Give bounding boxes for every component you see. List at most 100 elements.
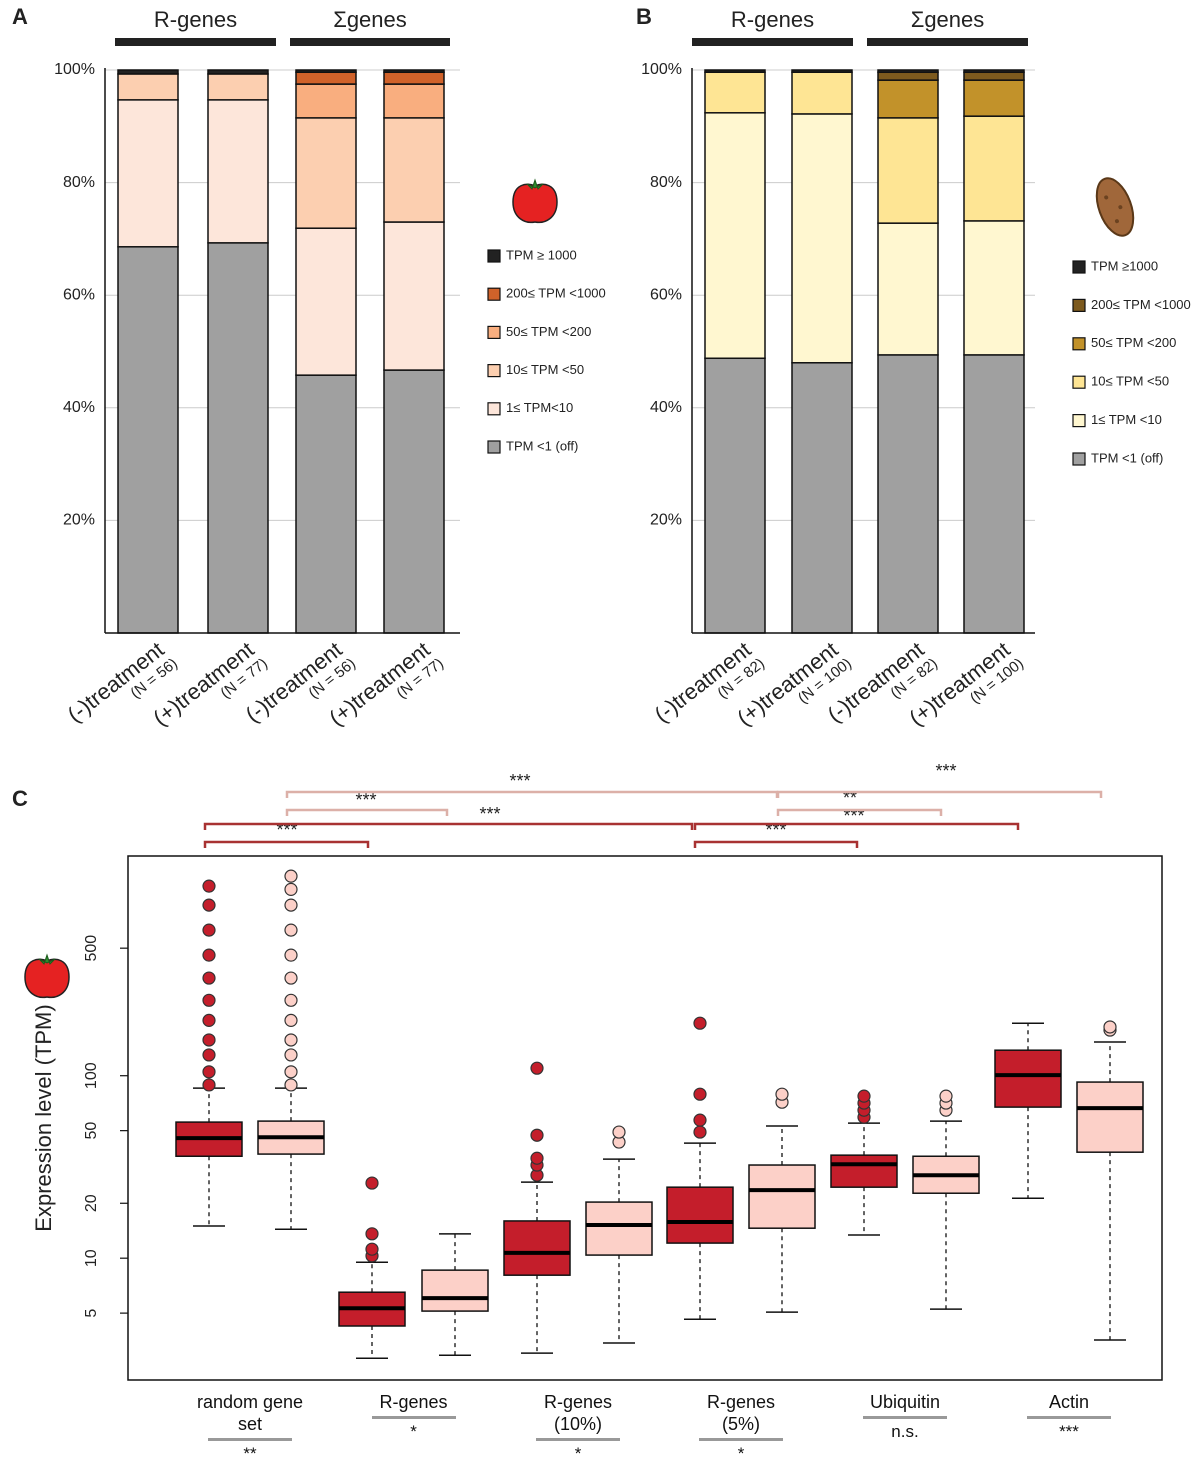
significance-underline [536,1438,620,1441]
bar-segment [963,71,1025,81]
legend-label: 200≤ TPM <1000 [506,286,606,301]
outlier [284,898,298,912]
significance-bracket [776,790,1103,798]
y-tick-label: 50 [83,1122,100,1140]
legend-swatch [1072,375,1086,389]
x-tick-label: R-genes [379,1392,448,1412]
y-tick-label: 10 [83,1249,100,1267]
legend-label: TPM <1 (off) [506,438,578,453]
outlier [284,1048,298,1062]
outlier [365,1176,379,1190]
bar-segment [295,117,357,229]
legend-label: 10≤ TPM <50 [1091,374,1169,389]
legend-label: 10≤ TPM <50 [506,362,584,377]
y-axis-label: Expression level (TPM) [31,1004,56,1231]
bar-segment [791,362,853,634]
legend-label: 1≤ TPM<10 [506,400,573,415]
bar-segment [295,374,357,634]
bar-segment [295,69,357,74]
significance-underline [699,1438,783,1441]
legend-swatch [487,364,501,378]
box [994,1049,1062,1108]
legend-label: TPM ≥1000 [1091,258,1158,273]
legend-label: 50≤ TPM <200 [506,324,591,339]
outlier [857,1089,871,1103]
significance-label: *** [935,761,956,781]
bar-segment [117,69,179,75]
outlier [202,1013,216,1027]
y-tick-label: 500 [83,935,100,962]
group-bar [692,38,853,46]
outlier [202,971,216,985]
y-tick-label: 80% [63,174,95,191]
y-tick-label: 100% [641,61,682,78]
legend-swatch [1072,452,1086,466]
bar-segment [791,71,853,115]
bar-segment [383,69,445,74]
outlier [284,1013,298,1027]
outlier [612,1125,626,1139]
bar-segment [383,369,445,634]
legend-swatch [1072,414,1086,428]
bar-segment [383,117,445,223]
bar-segment [877,69,939,74]
legend-label: TPM <1 (off) [1091,450,1163,465]
bar-segment [207,99,269,244]
bar-segment [704,112,766,360]
bar-segment [295,83,357,119]
outlier [284,882,298,896]
group-bar [290,38,450,46]
significance-bracket [776,808,943,816]
outlier [693,1016,707,1030]
legend-swatch [487,440,501,454]
tomato-icon [512,178,558,224]
bar-segment [704,69,766,74]
legend-label: 50≤ TPM <200 [1091,335,1176,350]
x-tick-label: R-genes (5%) [706,1392,776,1434]
category-significance: ** [243,1444,257,1462]
outlier [284,869,298,883]
outlier [530,1128,544,1142]
outlier [202,1048,216,1062]
y-tick-label: 40% [650,399,682,416]
bar-segment [877,222,939,356]
group-label: R-genes [154,7,237,32]
outlier [202,1033,216,1047]
legend-swatch [487,287,501,301]
outlier [939,1089,953,1103]
bar-segment [963,79,1025,117]
significance-label: *** [509,771,530,791]
significance-underline [1027,1416,1111,1419]
significance-label: *** [479,804,500,824]
outlier [693,1087,707,1101]
bar-segment [791,113,853,364]
outlier [284,993,298,1007]
bar-segment [117,73,179,101]
box [830,1154,898,1188]
significance-label: *** [355,790,376,810]
legend-swatch [1072,298,1086,312]
outlier [202,948,216,962]
bar-segment [117,246,179,634]
x-tick-label: Ubiquitin [869,1392,941,1412]
bar-segment [963,115,1025,222]
outlier [365,1227,379,1241]
bar-segment [207,242,269,634]
significance-underline [208,1438,292,1441]
outlier [693,1113,707,1127]
box [748,1164,816,1229]
outlier [202,993,216,1007]
bar-segment [877,354,939,634]
category-significance: *** [1059,1422,1079,1441]
group-label: R-genes [731,7,814,32]
outlier [284,948,298,962]
legend-label: TPM ≥ 1000 [506,247,577,262]
group-label: Σgenes [333,7,407,32]
outlier [693,1125,707,1139]
bar-segment [963,69,1025,74]
outlier [284,1065,298,1079]
y-tick-label: 20 [83,1194,100,1212]
bar-segment [877,117,939,224]
tomato-icon [24,953,70,999]
